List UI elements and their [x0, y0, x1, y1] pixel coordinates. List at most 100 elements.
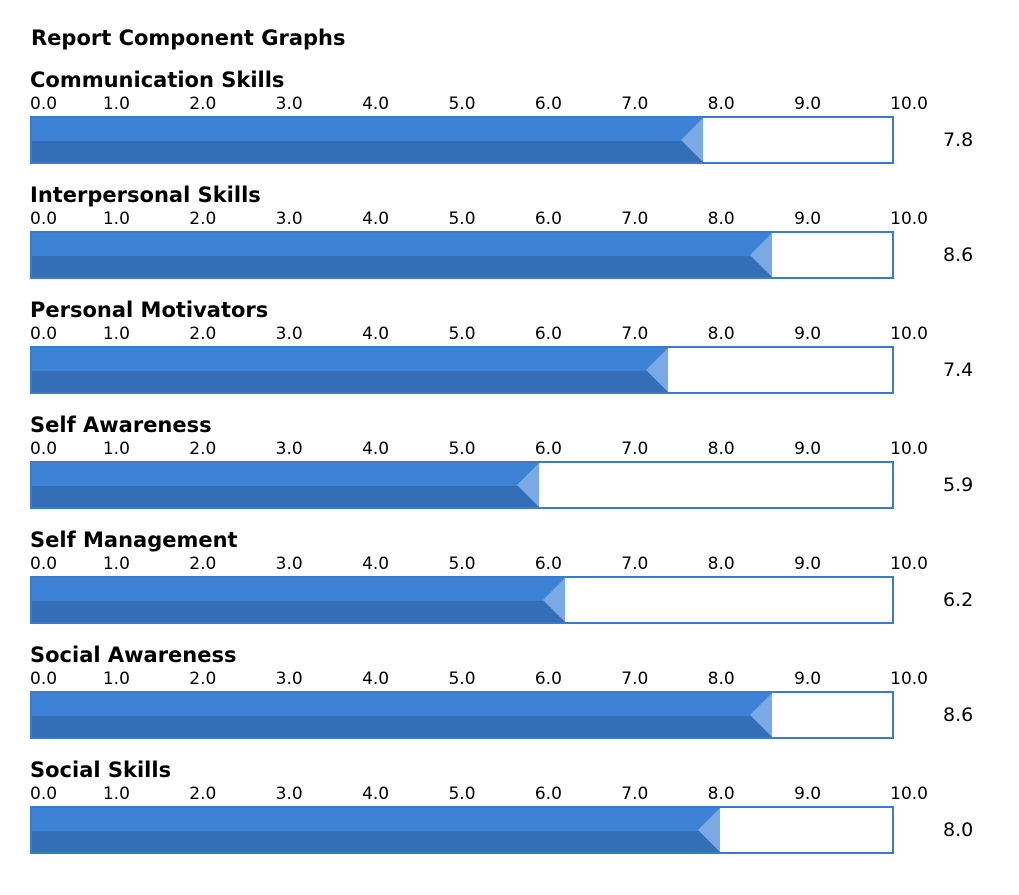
- bar-end-marker: [680, 118, 703, 162]
- bar-fill-highlight: [32, 463, 540, 486]
- bar-fill-highlight: [32, 808, 720, 831]
- tick-label: 6.0: [534, 669, 562, 689]
- bar-title: Communication Skills: [30, 68, 285, 92]
- tick-label: 8.0: [707, 439, 735, 459]
- bar-block: Self Management 0.0 1.0 2.0 3.0 4.0 5.0 6.0 7.0 8…: [0, 528, 1019, 643]
- bar-title: Social Skills: [30, 758, 172, 782]
- tick-label: 10.0: [890, 439, 928, 459]
- tick-label: 10.0: [890, 669, 928, 689]
- tick-label: 10.0: [890, 784, 928, 804]
- bar-block: Self Awareness 0.0 1.0 2.0 3.0 4.0 5.0 6.0 7.0 8.…: [0, 413, 1019, 528]
- tick-label: 7.0: [621, 94, 649, 114]
- tick-label: 0.0: [30, 554, 58, 574]
- tick-label: 9.0: [794, 669, 822, 689]
- bar-title: Interpersonal Skills: [30, 183, 261, 207]
- tick-label: 8.0: [707, 669, 735, 689]
- tick-label: 5.0: [448, 324, 476, 344]
- tick-label: 0.0: [30, 209, 58, 229]
- bar-fill-highlight: [32, 348, 669, 371]
- bar-fill-shadow: [32, 715, 772, 737]
- bar-fill-shadow: [32, 370, 669, 392]
- tick-label: 4.0: [362, 209, 390, 229]
- tick-label: 6.0: [534, 784, 562, 804]
- tick-label: 2.0: [189, 669, 217, 689]
- tick-label: 9.0: [794, 209, 822, 229]
- bar-block: Social Skills 0.0 1.0 2.0 3.0 4.0 5.0 6.0 7.0 8.0…: [0, 758, 1019, 873]
- tick-label: 4.0: [362, 554, 390, 574]
- tick-label: 7.0: [621, 554, 649, 574]
- tick-label: 7.0: [621, 209, 649, 229]
- tick-label: 7.0: [621, 324, 649, 344]
- bar-end-marker: [698, 808, 720, 852]
- bar-fill: [32, 808, 720, 852]
- tick-label: 9.0: [794, 439, 822, 459]
- tick-label: 0.0: [30, 94, 58, 114]
- bar-track: [30, 576, 894, 624]
- bar-end-marker: [543, 578, 566, 622]
- tick-label: 2.0: [189, 784, 217, 804]
- tick-label: 7.0: [621, 439, 649, 459]
- tick-label: 0.0: [30, 669, 58, 689]
- tick-label: 4.0: [362, 669, 390, 689]
- tick-label: 1.0: [102, 209, 130, 229]
- tick-label: 1.0: [102, 669, 130, 689]
- tick-label: 3.0: [275, 439, 303, 459]
- bar-fill: [32, 463, 540, 507]
- bar-value-label: 5.9: [943, 474, 974, 496]
- tick-label: 1.0: [102, 324, 130, 344]
- bar-block: Social Awareness 0.0 1.0 2.0 3.0 4.0 5.0 6.0 7.0…: [0, 643, 1019, 758]
- bar-value-label: 7.4: [943, 359, 974, 381]
- tick-label: 3.0: [275, 554, 303, 574]
- axis-tick-row: 0.0 1.0 2.0 3.0 4.0 5.0 6.0 7.0 8.0 9.0 10.0: [0, 209, 1019, 229]
- bar-fill-shadow: [32, 140, 703, 162]
- bar-track: [30, 231, 894, 279]
- tick-label: 2.0: [189, 554, 217, 574]
- tick-label: 5.0: [448, 784, 476, 804]
- tick-label: 0.0: [30, 439, 58, 459]
- bar-title: Social Awareness: [30, 643, 237, 667]
- axis-tick-row: 0.0 1.0 2.0 3.0 4.0 5.0 6.0 7.0 8.0 9.0 10.0: [0, 554, 1019, 574]
- bar-fill-shadow: [32, 255, 772, 277]
- bar-fill-highlight: [32, 233, 772, 256]
- tick-label: 2.0: [189, 94, 217, 114]
- axis-tick-row: 0.0 1.0 2.0 3.0 4.0 5.0 6.0 7.0 8.0 9.0 10.0: [0, 324, 1019, 344]
- tick-label: 6.0: [534, 554, 562, 574]
- tick-label: 4.0: [362, 439, 390, 459]
- tick-label: 3.0: [275, 324, 303, 344]
- tick-label: 7.0: [621, 669, 649, 689]
- bar-fill-highlight: [32, 118, 703, 141]
- tick-label: 2.0: [189, 209, 217, 229]
- tick-label: 2.0: [189, 439, 217, 459]
- bar-end-marker: [517, 463, 540, 507]
- bar-title: Personal Motivators: [30, 298, 269, 322]
- tick-label: 1.0: [102, 784, 130, 804]
- tick-label: 3.0: [275, 784, 303, 804]
- tick-label: 5.0: [448, 554, 476, 574]
- tick-label: 1.0: [102, 439, 130, 459]
- bar-value-label: 8.6: [943, 704, 974, 726]
- tick-label: 5.0: [448, 209, 476, 229]
- tick-label: 4.0: [362, 324, 390, 344]
- tick-label: 10.0: [890, 209, 928, 229]
- tick-label: 9.0: [794, 784, 822, 804]
- axis-tick-row: 0.0 1.0 2.0 3.0 4.0 5.0 6.0 7.0 8.0 9.0 10.0: [0, 669, 1019, 689]
- bar-track: [30, 346, 894, 394]
- bar-track: [30, 806, 894, 854]
- tick-label: 3.0: [275, 209, 303, 229]
- bar-track: [30, 116, 894, 164]
- bar-track: [30, 461, 894, 509]
- bar-block: Communication Skills 0.0 1.0 2.0 3.0 4.0 5.0 6.…: [0, 68, 1019, 183]
- tick-label: 3.0: [275, 94, 303, 114]
- bar-fill-shadow: [32, 830, 720, 852]
- tick-label: 4.0: [362, 94, 390, 114]
- tick-label: 1.0: [102, 94, 130, 114]
- tick-label: 5.0: [448, 669, 476, 689]
- bar-fill: [32, 578, 566, 622]
- tick-label: 8.0: [707, 784, 735, 804]
- bar-fill: [32, 693, 772, 737]
- tick-label: 6.0: [534, 94, 562, 114]
- tick-label: 8.0: [707, 324, 735, 344]
- tick-label: 6.0: [534, 209, 562, 229]
- bar-end-marker: [749, 233, 772, 277]
- bar-value-label: 8.0: [943, 819, 974, 841]
